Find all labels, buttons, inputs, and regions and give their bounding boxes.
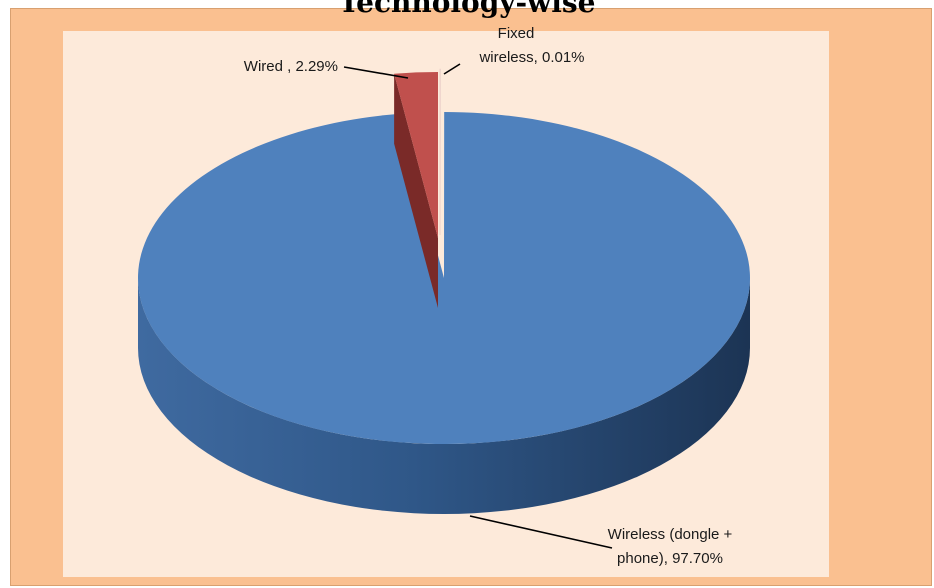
leader-line [469,515,613,549]
slice-side-wireless-dongle-phone [138,278,750,514]
data-label-fixed-wireless: Fixed wireless, 0.01% [443,25,585,75]
slice-top-wired [394,72,438,238]
slice-wired [394,72,438,308]
chart-title: Technology-wise [338,0,596,19]
slice-top-wireless-dongle-phone [138,112,751,444]
leader-line [443,63,461,75]
data-label-text: wireless, 0.01% [478,49,584,66]
data-label-wired: Wired , 2.29% [244,58,409,79]
data-label-text: Fixed [498,25,535,42]
data-label-wireless-dongle-phone: Wireless (dongle + phone), 97.70% [469,515,733,567]
slice-side-wired [394,73,438,308]
data-label-text: Wireless (dongle + [608,526,733,543]
data-label-text: phone), 97.70% [617,550,723,567]
leader-line [343,66,409,79]
data-label-text: Wired , 2.29% [244,58,338,75]
slice-wireless-dongle-phone [138,112,751,514]
